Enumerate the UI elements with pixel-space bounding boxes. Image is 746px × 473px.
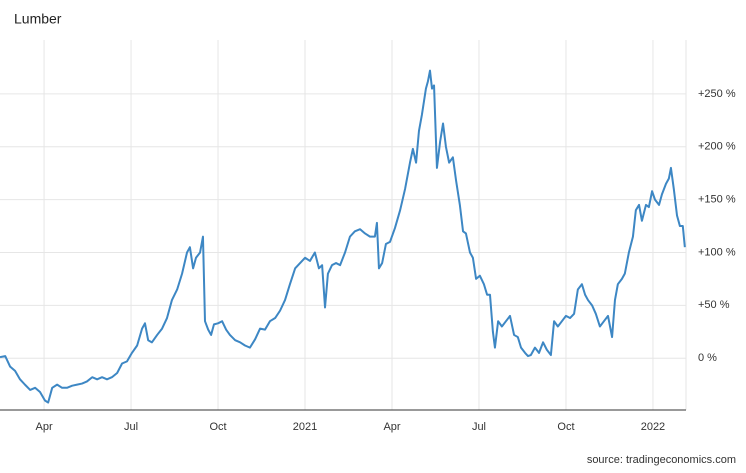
x-tick-label: Oct	[557, 421, 574, 433]
y-tick-label: 0 %	[698, 352, 717, 364]
y-tick-label: +150 %	[698, 194, 736, 206]
y-tick-label: +50 %	[698, 299, 730, 311]
y-tick-label: +200 %	[698, 141, 736, 153]
x-tick-label: Jul	[124, 421, 138, 433]
x-tick-label: 2022	[641, 421, 665, 433]
x-tick-label: Apr	[36, 421, 53, 433]
x-tick-label: Jul	[472, 421, 486, 433]
x-tick-label: Oct	[209, 421, 226, 433]
data-line	[0, 69, 686, 404]
x-tick-label: Apr	[383, 421, 400, 433]
y-tick-label: +250 %	[698, 88, 736, 100]
y-tick-label: +100 %	[698, 246, 736, 258]
x-tick-label: 2021	[293, 421, 317, 433]
chart-title: Lumber	[14, 11, 62, 27]
source-note: source: tradingeconomics.com	[587, 454, 736, 466]
